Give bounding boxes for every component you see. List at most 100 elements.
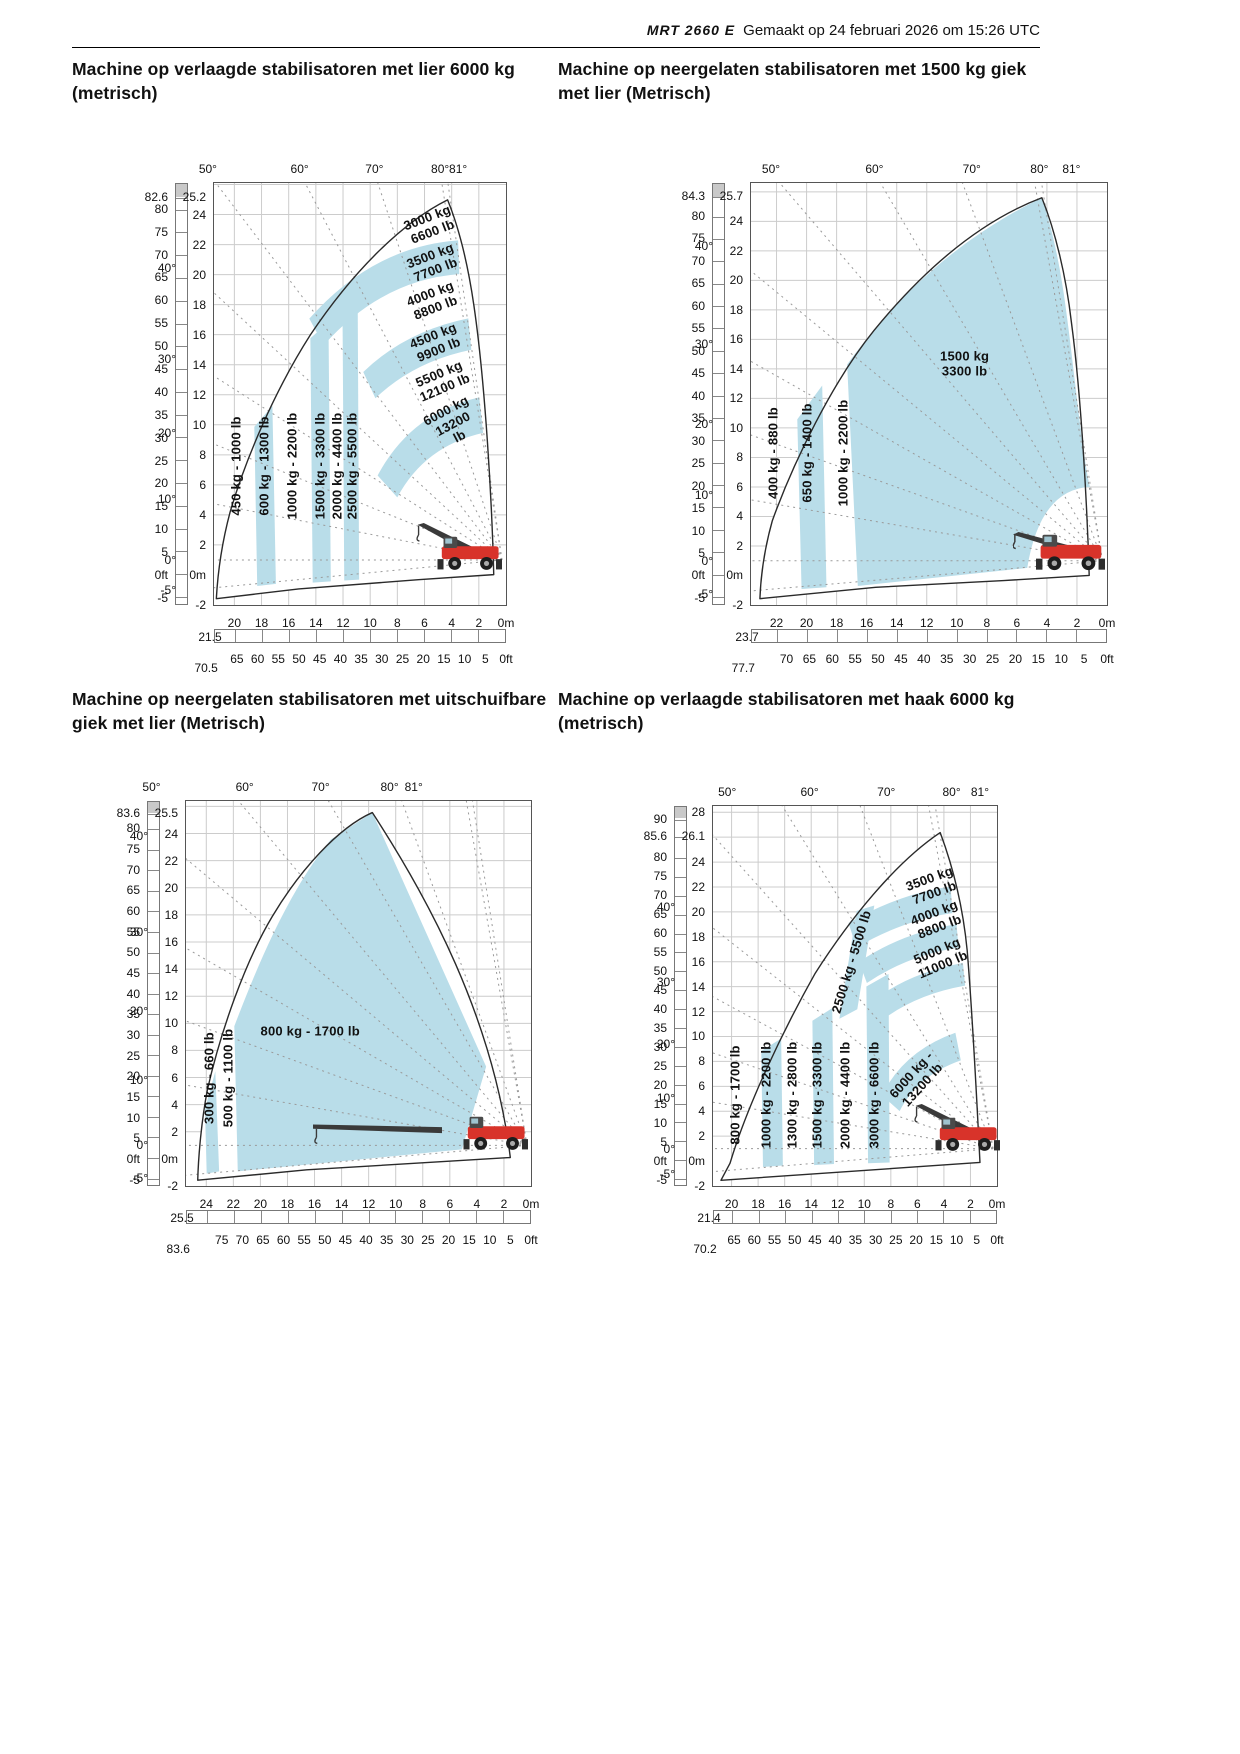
m-axis-tick: 0m — [161, 1151, 178, 1166]
x-axis-m-tick: 18 — [280, 1197, 295, 1211]
chart-title: Machine op neergelaten stabilisatoren me… — [72, 689, 547, 733]
boom-angle-label: -5° — [659, 1166, 675, 1181]
capacity-zone-label: 800 kg - 1700 lb — [727, 1045, 743, 1145]
ft-axis-tick: 25 — [126, 1048, 140, 1063]
telescopic-boom — [312, 1124, 442, 1134]
boom-angle-label: 70° — [311, 780, 330, 794]
boom-angle-label: 81° — [970, 785, 990, 799]
capacity-zone-label: 1000 kg - 2200 lb — [835, 399, 851, 507]
x-axis-ft-tick: 40 — [828, 1233, 842, 1247]
capacity-zone-label: 300 kg - 660 lb — [201, 1032, 217, 1125]
ft-axis-tick: 20 — [126, 1069, 140, 1084]
x-axis-ft-tick: 83.6 — [166, 1242, 190, 1256]
boom-angle-label: 50° — [761, 162, 781, 176]
x-axis-m-tick: 14 — [334, 1197, 349, 1211]
x-axis-ft-tick: 20 — [416, 652, 430, 666]
m-axis-tick: 14 — [729, 361, 743, 376]
boom-angle-label: -5° — [697, 586, 713, 601]
x-axis-m-tick: 0m — [988, 1197, 1006, 1211]
x-axis-ft-tick: 35 — [354, 652, 368, 666]
x-axis-ft-tick: 15 — [1031, 652, 1045, 666]
m-axis-tick: 24 — [729, 214, 743, 229]
ft-axis-tick: 25 — [691, 456, 705, 471]
boom-angle-label: 50° — [198, 162, 217, 176]
envelope-outline — [198, 813, 511, 1181]
boom-angle-label: 20° — [656, 1036, 675, 1051]
x-axis-ft-tick: 55 — [297, 1233, 311, 1247]
boom-angle-label: 20° — [129, 1004, 148, 1019]
ft-axis-tick: 40 — [653, 1002, 667, 1017]
x-axis-ft-tick: 10 — [1054, 652, 1068, 666]
chart-lowered-stabilizers-hook: Machine op verlaagde stabilisatoren met … — [558, 688, 1038, 1318]
ft-axis-tick: 30 — [691, 433, 705, 448]
m-axis-tick: -2 — [694, 1179, 705, 1193]
m-axis-tick: 8 — [171, 1043, 178, 1058]
m-axis-tick: 12 — [192, 387, 206, 402]
x-axis-ft-tick: 0ft — [499, 652, 513, 666]
x-axis-ft-tick: 50 — [292, 652, 306, 666]
ft-axis-tick: 15 — [126, 1089, 140, 1104]
horizontal-ruler — [751, 629, 1107, 643]
capacity-zone-6000 — [377, 397, 484, 498]
x-axis-ft-tick: 45 — [313, 652, 327, 666]
x-axis-m-tick: 6 — [1013, 616, 1021, 630]
x-axis-ft-tick: 5 — [481, 652, 489, 666]
x-axis-m-tick: 12 — [831, 1197, 845, 1211]
x-axis-ft-tick: 75 — [215, 1233, 229, 1247]
boom-angle-label: 30° — [656, 975, 675, 990]
x-axis-m-tick: 0m — [522, 1197, 540, 1211]
brand-logo: MRT 2660 E — [646, 22, 736, 38]
m-axis-tick: 2 — [698, 1129, 705, 1144]
horizontal-ruler — [713, 1210, 997, 1224]
ft-axis-tick: 60 — [126, 903, 140, 918]
x-axis-ft-tick: 30 — [962, 652, 977, 666]
m-axis-tick: 18 — [192, 297, 206, 312]
boom-angle-label: 80° — [1030, 162, 1049, 176]
ft-axis-tick: 5 — [660, 1135, 667, 1150]
load-diagram-plot: 82.6 80 75 70 65 60 55 50 45 40 35 30 25 20 15 10 5 0ft -5… — [145, 163, 515, 674]
x-axis-ft-tick: 60 — [747, 1233, 761, 1247]
chart-lowered-stabilizers-winch: Machine op verlaagde stabilisatoren met … — [72, 58, 542, 683]
x-axis-m-tick: 4 — [1043, 616, 1051, 630]
ft-axis-tick: 55 — [154, 316, 168, 331]
ft-axis-tick: 70 — [126, 862, 140, 877]
ft-axis-tick: 55 — [653, 945, 667, 960]
capacity-zone-label: 1500 kg 3300 lb — [940, 348, 990, 379]
capacity-zone-800-main — [234, 812, 487, 1172]
ft-axis-tick: 5 — [161, 545, 168, 560]
boom-angle-lines — [751, 183, 1102, 605]
m-axis-tick: 20 — [729, 273, 743, 288]
ft-axis-tick: -5 — [157, 590, 168, 605]
x-axis-ft-tick: 30 — [400, 1233, 414, 1247]
m-axis-tick: 20 — [164, 880, 178, 895]
x-axis-ft-tick: 0ft — [524, 1233, 538, 1247]
ft-axis-tick: 30 — [126, 1027, 140, 1042]
chart-lowered-stabilizers-jib-winch: Machine op neergelaten stabilisatoren me… — [558, 58, 1118, 683]
ft-axis-tick: 75 — [691, 231, 705, 246]
x-axis-ft-tick: 25 — [889, 1233, 903, 1247]
boom-angle-label: 50° — [142, 780, 161, 794]
ft-axis-tick: 40 — [154, 384, 168, 399]
capacity-zone-650 — [797, 385, 827, 589]
x-axis-m-tick: 0m — [1098, 616, 1116, 630]
ft-axis-tick: 65 — [126, 883, 140, 898]
x-axis-m-tick: 10 — [950, 616, 964, 630]
vertical-ruler — [674, 806, 687, 1186]
m-axis-tick: 18 — [691, 929, 705, 944]
boom-angle-label: 60° — [290, 162, 309, 176]
x-axis-ft-tick: 60 — [276, 1233, 291, 1247]
x-axis-ft-tick: 20 — [1008, 652, 1023, 666]
ft-axis-tick: 35 — [154, 407, 168, 422]
generated-timestamp: Gemaakt op 24 februari 2026 om 15:26 UTC — [743, 22, 1040, 39]
ft-axis-tick: 10 — [126, 1110, 140, 1125]
x-axis-ft-tick: 15 — [929, 1233, 943, 1247]
x-axis-ft-tick: 5 — [507, 1233, 514, 1247]
chart-title: Machine op verlaagde stabilisatoren met … — [72, 59, 515, 103]
capacity-zone-1500 — [310, 322, 331, 583]
ft-axis-tick: 30 — [653, 1040, 667, 1055]
x-axis-m-tick: 20 — [227, 616, 242, 630]
load-envelope-diagram — [713, 806, 997, 1186]
x-axis-ft-tick: 65 — [256, 1233, 270, 1247]
boom-angle-label: 0° — [164, 552, 176, 567]
chart-title: Machine op neergelaten stabilisatoren me… — [558, 59, 1027, 103]
